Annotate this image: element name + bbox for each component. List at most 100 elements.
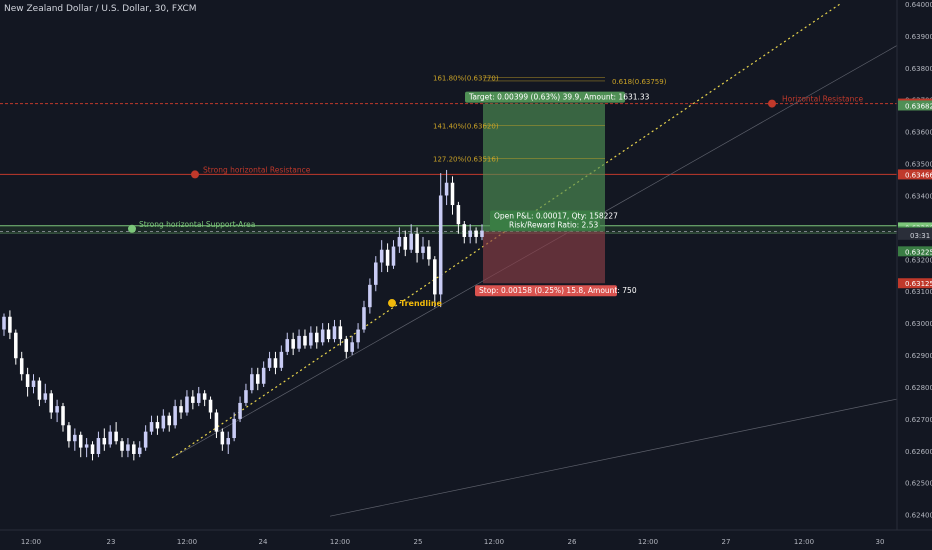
time-axis-label: 25 <box>414 538 423 546</box>
candle-body <box>173 406 177 426</box>
open-pl-label: Open P&L: 0.00017, Qty: 158227 <box>494 212 618 221</box>
candle-body <box>444 182 449 196</box>
time-axis-label: 12:00 <box>21 538 41 546</box>
candle-body <box>338 326 343 340</box>
price-axis-background <box>897 0 932 550</box>
countdown-box <box>898 230 932 240</box>
strong-resistance-marker <box>191 170 199 179</box>
candle-body <box>49 393 53 413</box>
candle-body <box>397 236 402 247</box>
countdown-label: 03:31 <box>910 232 930 240</box>
horizontal-resistance-marker <box>768 99 776 108</box>
price-tag-label: 0.63125 <box>905 280 932 288</box>
candle-body <box>73 434 77 442</box>
price-axis-tick: 0.63200 <box>905 256 932 264</box>
candle-body <box>468 230 472 237</box>
candle-body <box>391 246 396 266</box>
candle-body <box>279 351 284 368</box>
price-axis-tick: 0.63500 <box>905 161 932 169</box>
time-axis-label: 12:00 <box>484 538 504 546</box>
candle-body <box>8 316 12 333</box>
candle-body <box>208 399 213 413</box>
candle-body <box>143 431 148 448</box>
time-axis-label: 30 <box>876 538 885 546</box>
price-axis-tick: 0.62500 <box>905 480 932 488</box>
time-axis-label: 23 <box>107 538 116 546</box>
candle-body <box>167 415 172 426</box>
stop-label: Stop: 0.00158 (0.25%) 15.8, Amount: 750 <box>479 286 637 295</box>
price-tag-box <box>898 100 932 111</box>
candle-body <box>2 316 6 330</box>
candle-body <box>291 339 295 349</box>
candle-body <box>196 393 201 403</box>
chart-title: New Zealand Dollar / U.S. Dollar, 30, FX… <box>4 4 197 14</box>
candle-body <box>368 284 372 308</box>
trendline-marker <box>388 299 396 308</box>
candle-body <box>474 230 478 237</box>
price-axis-tick: 0.62400 <box>905 512 932 520</box>
candle-body <box>149 422 154 432</box>
candle-body <box>226 438 231 445</box>
fib-level-label: 161.80%(0.63770) <box>433 74 499 82</box>
candle-body <box>19 358 24 375</box>
price-axis-tick: 0.64000 <box>905 1 932 9</box>
target-zone[interactable] <box>483 103 605 232</box>
candle-body <box>250 374 254 391</box>
candle-body <box>320 329 325 343</box>
support-area-marker <box>128 224 136 233</box>
candle-body <box>362 307 366 330</box>
candle-body <box>356 329 360 343</box>
trendline-label: Trendline <box>400 299 443 308</box>
price-axis-tick: 0.63900 <box>905 33 932 41</box>
candle-body <box>415 233 419 253</box>
time-axis-label: 12:00 <box>330 538 350 546</box>
candle-body <box>480 230 484 237</box>
price-axis-tick: 0.62600 <box>905 448 932 456</box>
candle-body <box>267 358 272 368</box>
candle-body <box>55 406 59 413</box>
horizontal-resistance-label: Horizontal Resistance <box>782 95 863 104</box>
stop-zone[interactable] <box>483 231 605 284</box>
candle-body <box>403 236 408 250</box>
candle-body <box>433 259 437 295</box>
candle-body <box>14 332 18 359</box>
strong-resistance-label: Strong horizontal Resistance <box>203 165 311 174</box>
support-area-band <box>0 225 897 234</box>
time-axis-label: 12:00 <box>794 538 814 546</box>
candle-body <box>137 447 142 454</box>
candle-body <box>108 431 112 445</box>
candle-body <box>409 233 413 250</box>
price-tag-label: 0.63466 <box>905 171 932 179</box>
fib-level-label: 127.20%(0.63516) <box>433 155 499 163</box>
price-axis-tick: 0.62800 <box>905 384 932 392</box>
candle-body <box>43 393 48 400</box>
candle-body <box>261 367 266 384</box>
price-tag-box <box>898 246 932 257</box>
candle-body <box>155 422 160 429</box>
candle-body <box>179 406 183 413</box>
candle-body <box>102 438 107 445</box>
candle-body <box>450 182 455 206</box>
candle-body <box>297 335 301 349</box>
candle-body <box>90 444 95 454</box>
candle-body <box>78 434 83 448</box>
price-axis-tick: 0.63000 <box>905 320 932 328</box>
candle-body <box>456 205 461 225</box>
candle-body <box>191 396 195 403</box>
candle-body <box>61 406 65 426</box>
candle-body <box>350 342 354 352</box>
candle-body <box>232 418 236 439</box>
price-axis-tick: 0.62900 <box>905 352 932 360</box>
price-tag-box <box>898 169 932 180</box>
candle-body <box>84 444 89 448</box>
candle-body <box>273 358 278 368</box>
candle-body <box>202 393 207 400</box>
price-axis-tick: 0.63800 <box>905 65 932 73</box>
fib-level-label: 0.618(0.63759) <box>612 78 667 86</box>
price-tag-label: 0.63682 <box>905 102 932 110</box>
price-axis-tick: 0.63100 <box>905 288 932 296</box>
candle-body <box>161 415 166 429</box>
time-axis-label: 26 <box>568 538 577 546</box>
candle-body <box>37 380 42 400</box>
